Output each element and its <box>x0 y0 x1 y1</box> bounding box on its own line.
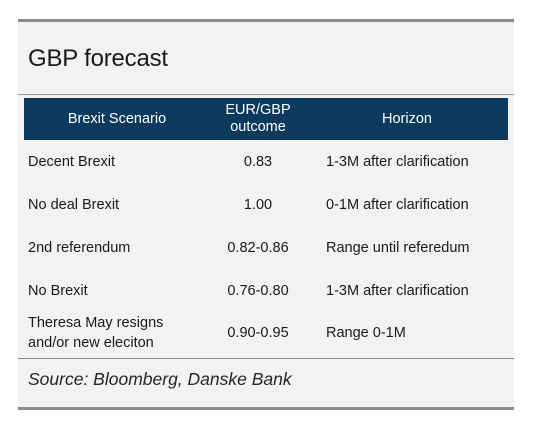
table-row: No deal Brexit 1.00 0-1M after clarifica… <box>24 183 508 226</box>
horizon-cell: 1-3M after clarification <box>326 282 469 299</box>
table-row: Decent Brexit 0.83 1-3M after clarificat… <box>24 140 508 183</box>
table-row: Theresa May resigns and/or new eleciton … <box>24 312 508 353</box>
horizon-cell: Range 0-1M <box>326 324 406 341</box>
outcome-cell: 1.00 <box>243 196 273 213</box>
scenario-cell: Decent Brexit <box>28 153 116 170</box>
scenario-cell: No Brexit <box>28 282 88 299</box>
outcome-cell: 0.90-0.95 <box>227 324 289 341</box>
forecast-table: Brexit Scenario EUR/GBP outcome Horizon … <box>24 98 508 353</box>
scenario-line2: and/or new eleciton <box>28 334 154 351</box>
panel-title: GBP forecast <box>28 45 168 72</box>
outcome-cell: 0.82-0.86 <box>227 239 289 256</box>
outcome-cell: 0.83 <box>243 153 273 170</box>
scenario-line1: Theresa May resigns <box>28 314 164 331</box>
header-scenario: Brexit Scenario <box>24 98 210 140</box>
header-outcome: EUR/GBP outcome <box>210 98 306 140</box>
top-rule <box>18 19 514 22</box>
scenario-cell: Theresa May resigns and/or new eleciton <box>24 312 210 353</box>
header-outcome-line1: EUR/GBP <box>225 102 291 118</box>
bottom-rule <box>18 407 514 410</box>
forecast-panel: GBP forecast Brexit Scenario EUR/GBP out… <box>18 19 514 410</box>
outcome-cell: 0.76-0.80 <box>227 282 289 299</box>
scenario-cell: No deal Brexit <box>28 196 120 213</box>
source-note: Source: Bloomberg, Danske Bank <box>28 369 292 389</box>
scenario-cell: 2nd referendum <box>28 239 131 256</box>
horizon-cell: 1-3M after clarification <box>326 153 469 170</box>
table-row: No Brexit 0.76-0.80 1-3M after clarifica… <box>24 269 508 312</box>
header-outcome-line2: outcome <box>230 119 286 135</box>
title-divider <box>18 94 514 95</box>
table-header-row: Brexit Scenario EUR/GBP outcome Horizon <box>24 98 508 140</box>
header-horizon: Horizon <box>306 98 508 140</box>
horizon-cell: Range until referedum <box>326 239 470 256</box>
horizon-cell: 0-1M after clarification <box>326 196 469 213</box>
table-row: 2nd referendum 0.82-0.86 Range until ref… <box>24 226 508 269</box>
source-divider <box>18 358 514 359</box>
